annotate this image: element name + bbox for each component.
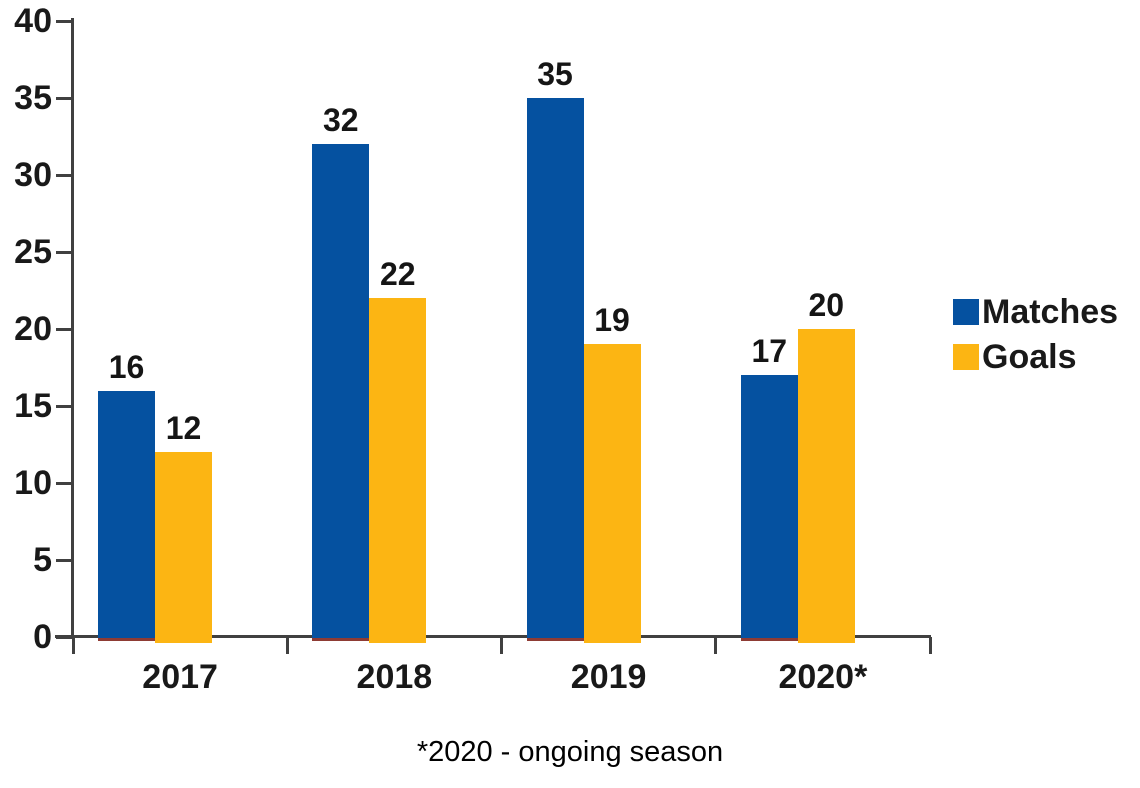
legend-item-goals: Goals (953, 338, 1118, 376)
x-axis-category-label: 2020* (778, 658, 868, 696)
y-axis-tick-label: 5 (33, 541, 52, 579)
y-axis-tick (56, 482, 73, 485)
bar-matches-2018 (312, 144, 370, 638)
y-axis-tick-label: 0 (33, 618, 52, 656)
legend-swatch-matches (953, 299, 979, 325)
y-axis-tick (56, 251, 73, 254)
bar-baseline-accent (98, 638, 155, 641)
x-axis-tick (285, 637, 289, 654)
legend-label-goals: Goals (982, 337, 1077, 376)
bar-goals-2018 (369, 298, 427, 643)
y-axis-tick-label: 25 (14, 233, 52, 271)
x-axis-tick (500, 637, 503, 654)
x-axis-tick (71, 637, 75, 654)
bar-value-label: 17 (751, 333, 788, 370)
bar-goals-2020 (797, 329, 855, 643)
y-axis-tick-label: 20 (14, 310, 52, 348)
legend: Matches Goals (953, 293, 1118, 387)
bar-baseline-accent (740, 638, 798, 641)
x-axis-category-label: 2019 (570, 658, 647, 696)
bar-matches-2020 (740, 375, 798, 638)
x-axis-category-label: 2018 (356, 658, 433, 696)
legend-swatch-goals (953, 344, 979, 370)
y-axis-tick-label: 35 (14, 79, 52, 117)
bar-baseline-accent (312, 638, 370, 641)
y-axis-tick (56, 97, 73, 100)
legend-item-matches: Matches (953, 293, 1118, 331)
y-axis-tick-label: 15 (14, 387, 52, 425)
y-axis-tick (56, 20, 73, 23)
chart-footnote: *2020 - ongoing season (416, 736, 724, 768)
y-axis-tick (56, 328, 73, 331)
y-axis-tick-label: 10 (14, 464, 52, 502)
bar-value-label: 16 (108, 348, 145, 385)
bar-value-label: 32 (322, 102, 359, 139)
bar-goals-2019 (583, 344, 641, 643)
bar-value-label: 35 (537, 56, 573, 92)
x-axis-line (55, 635, 931, 638)
bar-value-label: 22 (379, 256, 416, 293)
x-axis-tick (928, 637, 932, 654)
legend-label-matches: Matches (982, 292, 1119, 331)
bar-matches-2019 (526, 98, 584, 638)
y-axis-tick (56, 636, 73, 639)
bar-value-label: 20 (808, 287, 845, 323)
x-axis-tick (714, 637, 718, 654)
bar-value-label: 12 (165, 410, 202, 447)
bar-goals-2017 (155, 452, 212, 643)
y-axis-tick-label: 30 (14, 156, 52, 194)
y-axis-tick (56, 559, 73, 562)
y-axis-tick-label: 40 (14, 2, 52, 40)
y-axis-tick (56, 405, 73, 408)
bar-baseline-accent (526, 638, 584, 641)
bar-value-label: 19 (594, 302, 630, 339)
bar-matches-2017 (98, 390, 155, 638)
y-axis-tick (56, 174, 73, 177)
x-axis-category-label: 2017 (142, 658, 218, 696)
